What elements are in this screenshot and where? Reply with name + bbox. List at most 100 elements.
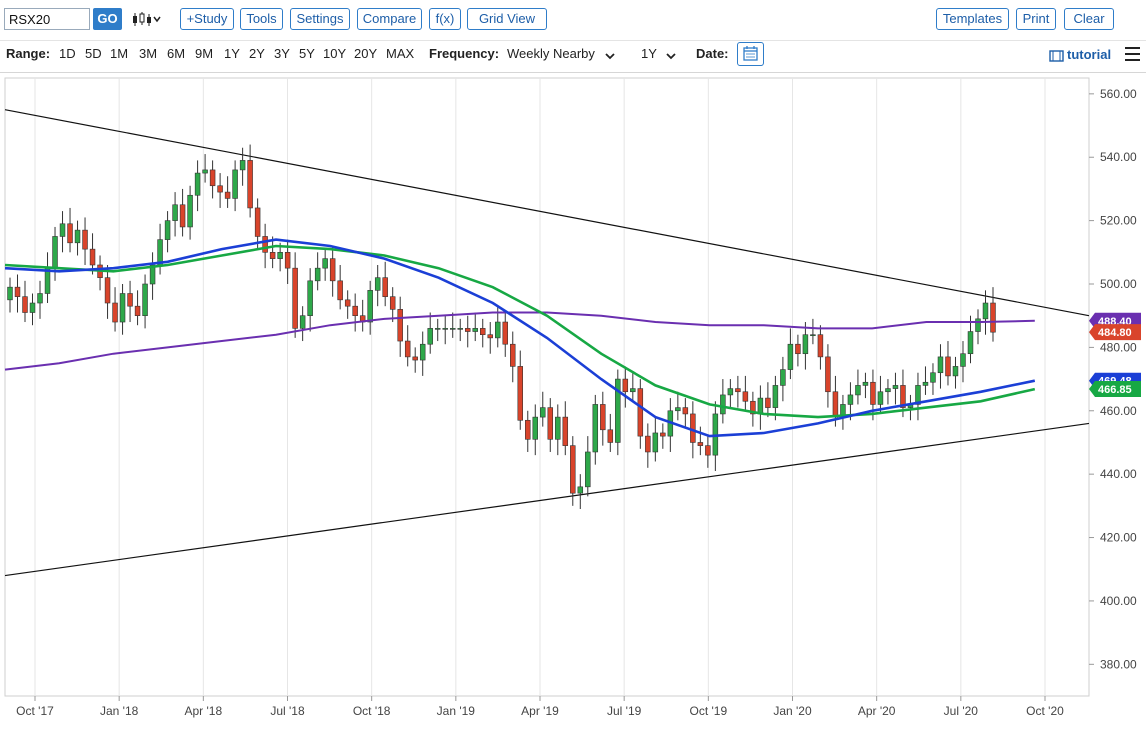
candle xyxy=(239,160,246,171)
menu-icon[interactable] xyxy=(1125,47,1140,61)
candle xyxy=(172,204,178,221)
tutorial-link[interactable]: tutorial xyxy=(1067,47,1112,62)
candle xyxy=(382,277,388,297)
candle xyxy=(742,391,749,402)
candle xyxy=(209,169,216,187)
candle xyxy=(224,191,231,199)
y-tick-label: 560.00 xyxy=(1100,87,1137,101)
candle xyxy=(299,315,306,329)
price-chart[interactable]: 560.00 540.00 520.00 500.00 480.00 460.00 440.… xyxy=(0,74,1146,733)
candle xyxy=(187,194,193,228)
date-label: Date: xyxy=(696,46,729,61)
range-20y[interactable]: 20Y xyxy=(354,46,378,61)
candle xyxy=(570,445,576,494)
print-button[interactable]: Print xyxy=(1016,8,1056,30)
candle xyxy=(322,258,328,269)
candle xyxy=(562,416,569,446)
x-tick-label: Jan '20 xyxy=(773,704,812,718)
grid-view-button[interactable]: Grid View xyxy=(467,8,547,30)
go-button[interactable]: GO xyxy=(93,8,122,30)
templates-button[interactable]: Templates xyxy=(936,8,1009,30)
candle xyxy=(472,328,478,332)
candle xyxy=(112,302,118,323)
study-button[interactable]: +Study xyxy=(180,8,234,30)
range-5y[interactable]: 5Y xyxy=(299,46,315,61)
calendar-button[interactable] xyxy=(737,42,764,66)
range-3y[interactable]: 3Y xyxy=(274,46,290,61)
period-select[interactable]: 1Y xyxy=(641,46,657,61)
range-1y[interactable]: 1Y xyxy=(224,46,240,61)
x-tick-label: Apr '19 xyxy=(521,704,559,718)
candle xyxy=(262,236,268,253)
range-1m[interactable]: 1M xyxy=(110,46,129,61)
candle xyxy=(615,378,621,443)
candle xyxy=(990,302,996,333)
candle xyxy=(855,385,861,396)
range-10y[interactable]: 10Y xyxy=(323,46,347,61)
candle xyxy=(817,334,824,358)
candle xyxy=(89,248,96,266)
compare-button[interactable]: Compare xyxy=(357,8,422,30)
candle xyxy=(164,220,171,240)
fx-button[interactable]: f(x) xyxy=(429,8,461,30)
range-5d[interactable]: 5D xyxy=(85,46,102,61)
y-tick-label: 460.00 xyxy=(1100,404,1137,418)
settings-button[interactable]: Settings xyxy=(290,8,350,30)
candle xyxy=(780,369,786,386)
candle xyxy=(142,283,148,316)
candle xyxy=(427,328,433,345)
candle xyxy=(525,419,531,440)
price-badge: 484.80 xyxy=(1089,324,1141,341)
candle xyxy=(404,340,411,358)
candle xyxy=(29,302,36,313)
tools-button[interactable]: Tools xyxy=(240,8,283,30)
candle xyxy=(622,378,629,393)
range-2y[interactable]: 2Y xyxy=(249,46,265,61)
x-tick-label: Jul '18 xyxy=(270,704,305,718)
candle xyxy=(532,416,539,440)
candle xyxy=(660,432,666,437)
chevron-down-icon[interactable] xyxy=(665,51,677,61)
candle xyxy=(127,293,133,307)
range-3m[interactable]: 3M xyxy=(139,46,158,61)
candle xyxy=(277,252,283,259)
clear-button[interactable]: Clear xyxy=(1064,8,1114,30)
candle xyxy=(967,331,974,355)
candle xyxy=(825,356,831,393)
symbol-input[interactable] xyxy=(4,8,90,30)
x-tick-label: Oct '18 xyxy=(353,704,391,718)
range-9m[interactable]: 9M xyxy=(195,46,214,61)
range-1d[interactable]: 1D xyxy=(59,46,76,61)
candlestick-chart-type-icon[interactable] xyxy=(130,8,164,30)
ma-purple xyxy=(4,311,1035,371)
candle xyxy=(502,321,508,345)
candle xyxy=(877,391,884,405)
candle xyxy=(217,185,223,193)
candle xyxy=(975,318,981,332)
candle xyxy=(457,328,463,330)
candle xyxy=(419,343,426,361)
candle xyxy=(757,397,764,415)
frequency-select[interactable]: Weekly Nearby xyxy=(507,46,595,61)
range-max[interactable]: MAX xyxy=(386,46,415,61)
candle xyxy=(14,286,21,297)
price-badge: 466.85 xyxy=(1089,381,1141,398)
candle xyxy=(22,296,28,313)
calendar-icon xyxy=(743,46,758,61)
y-tick-label: 440.00 xyxy=(1100,467,1137,481)
candle xyxy=(945,356,951,377)
candle xyxy=(772,385,779,408)
candle xyxy=(344,299,351,307)
candle xyxy=(892,385,899,389)
candle xyxy=(269,252,276,259)
candle xyxy=(367,290,373,323)
candle xyxy=(352,305,358,316)
candle xyxy=(412,356,418,361)
candle xyxy=(449,328,456,330)
range-6m[interactable]: 6M xyxy=(167,46,186,61)
x-axis: Oct '17 Jan '18 Apr '18 Jul '18 Oct '18 Jan '… xyxy=(16,696,1064,718)
chevron-down-icon[interactable] xyxy=(604,51,616,61)
y-tick-label: 480.00 xyxy=(1100,340,1137,354)
candle xyxy=(937,356,944,374)
candle xyxy=(179,204,186,228)
